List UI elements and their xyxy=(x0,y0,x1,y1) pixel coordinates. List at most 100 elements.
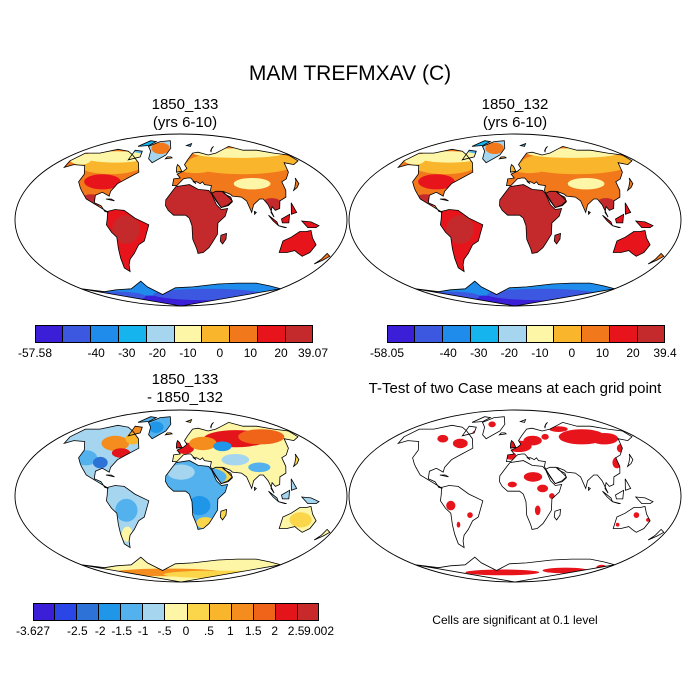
colorbar-2-swatch xyxy=(498,325,527,343)
map-2-ocean xyxy=(349,134,681,306)
colorbar-2-swatch xyxy=(638,325,666,343)
colorbar-1-swatch xyxy=(146,325,175,343)
map-2-coastline xyxy=(481,140,506,164)
colorbar-3-tick-label: .5 xyxy=(203,624,214,638)
map-3-field-patch xyxy=(213,441,232,452)
map-4-coastline xyxy=(545,466,567,485)
map-2-field-patch xyxy=(446,215,474,244)
map-2-land-newguinea xyxy=(635,221,653,228)
map-2-coastline xyxy=(634,220,654,228)
map-1-land-indonesia2 xyxy=(281,214,290,223)
map-3-coastline xyxy=(172,421,299,494)
map-4-coastline xyxy=(481,416,506,440)
map-1-coastline xyxy=(137,140,158,147)
map-1-coastline xyxy=(313,252,331,265)
map-1-field-patch xyxy=(171,197,227,220)
panel-4-title: T-Test of two Case means at each grid po… xyxy=(368,380,662,397)
map-2-land-indonesia2 xyxy=(615,214,624,223)
colorbar-2-tick-label: -58.05 xyxy=(369,346,405,360)
map-3-coastline xyxy=(127,425,143,437)
figure-title: MAM TREFMXAV (C) xyxy=(248,62,452,85)
map-1-border xyxy=(14,133,348,307)
colorbar-1-swatch xyxy=(230,325,259,343)
colorbar-2-tick-label: 20 xyxy=(626,346,640,360)
map-2-land-ellesmere xyxy=(472,140,491,147)
map-1-land-newguinea xyxy=(301,221,319,228)
colorbar-1-swatches xyxy=(35,325,314,343)
map-2-field-patch xyxy=(505,197,561,220)
map-2-land-australia xyxy=(613,230,651,257)
panel-2-title-line2: (yrs 6-10) xyxy=(482,114,548,131)
panel-3-title-line2: - 1850_132 xyxy=(147,389,223,406)
colorbar-1-tick-label: -10 xyxy=(179,346,197,360)
map-3-coastline xyxy=(219,508,227,521)
map-4-ocean xyxy=(349,410,681,582)
map-3-ocean xyxy=(15,410,347,582)
map-4-coastline xyxy=(634,496,654,504)
map-1-coastline xyxy=(147,140,172,164)
colorbar-1 xyxy=(35,325,314,343)
map-2-coastline xyxy=(615,213,625,224)
map-4-field-patch xyxy=(437,434,449,443)
map-3-coastline xyxy=(210,422,214,429)
map-2-coastline xyxy=(498,156,508,160)
map-2-coastline xyxy=(471,140,492,147)
map-4-coastline xyxy=(544,422,548,429)
map-2-coastline xyxy=(439,209,484,273)
colorbar-3 xyxy=(33,603,320,621)
map-4-field-patch xyxy=(446,500,456,511)
map-4-coastline xyxy=(439,485,484,549)
map-3-field-patch xyxy=(92,456,108,469)
panel-2-title: 1850_132 (yrs 6-10) xyxy=(355,96,675,132)
colorbar-1-swatch xyxy=(174,325,203,343)
map-4-coastline xyxy=(439,474,449,478)
map-3-field-patch xyxy=(238,429,285,445)
colorbar-3-swatch xyxy=(297,603,320,621)
colorbar-3-swatches xyxy=(33,603,320,621)
map-1-coastline xyxy=(278,225,287,228)
map-4-coastline xyxy=(461,425,477,437)
map-3-coastline xyxy=(105,485,150,549)
map-1-coastline xyxy=(300,220,320,228)
colorbar-1-tick-label: -40 xyxy=(87,346,105,360)
colorbar-2-swatch xyxy=(554,325,583,343)
map-2-coastline xyxy=(506,145,633,218)
colorbar-3-tick-label: 9.002 xyxy=(303,624,335,638)
panel-3-title: 1850_133 - 1850_132 xyxy=(25,371,345,407)
map-4-coastline xyxy=(415,556,615,582)
map-4-land-madagascar xyxy=(554,509,561,520)
map-1-coastline xyxy=(81,280,281,306)
colorbar-2-swatch xyxy=(414,325,443,343)
panel-2-title-line1: 1850_132 xyxy=(481,96,549,113)
map-2-coastline xyxy=(612,225,621,228)
colorbar-1-tick-label: 10 xyxy=(243,346,258,360)
map-3-field-patch xyxy=(189,436,217,451)
map-3-coastline xyxy=(165,460,229,530)
colorbar-2 xyxy=(387,325,666,343)
map-1-coastline xyxy=(290,202,298,215)
map-3-coastline xyxy=(290,478,298,491)
map-panel-4 xyxy=(348,409,682,583)
map-3-coastline xyxy=(278,506,317,533)
colorbar-1-tick-label: 39.07 xyxy=(297,346,329,360)
map-2-coastline xyxy=(544,146,548,153)
map-3-coastline xyxy=(105,474,115,478)
map-3-coastline xyxy=(137,416,158,423)
map-2-coastline xyxy=(612,230,651,257)
map-4-coastline xyxy=(506,421,633,494)
map-3-land-madagascar xyxy=(220,509,227,520)
significance-note: Cells are significant at 0.1 level xyxy=(432,613,598,627)
map-2-coastline xyxy=(499,184,563,254)
colorbar-3-labels: -3.627 -2.5 -2 -1.5 -1 -.5 0 .5 1 1.5 2 2.5 9.002 xyxy=(16,624,334,638)
colorbar-3-tick-label: -.5 xyxy=(157,624,172,638)
map-2-coastline xyxy=(553,232,561,245)
map-1-ocean xyxy=(15,134,347,306)
colorbar-3-tick-label: -3.627 xyxy=(15,624,51,638)
map-4-coastline xyxy=(553,508,561,521)
map-2-land-madagascar xyxy=(554,233,561,244)
map-4-field-patch xyxy=(633,512,640,518)
map-3-border xyxy=(14,409,348,583)
map-3-field-patch xyxy=(167,464,195,480)
colorbar-3-swatch xyxy=(121,603,144,621)
colorbar-3-tick-label: -1 xyxy=(137,624,149,638)
